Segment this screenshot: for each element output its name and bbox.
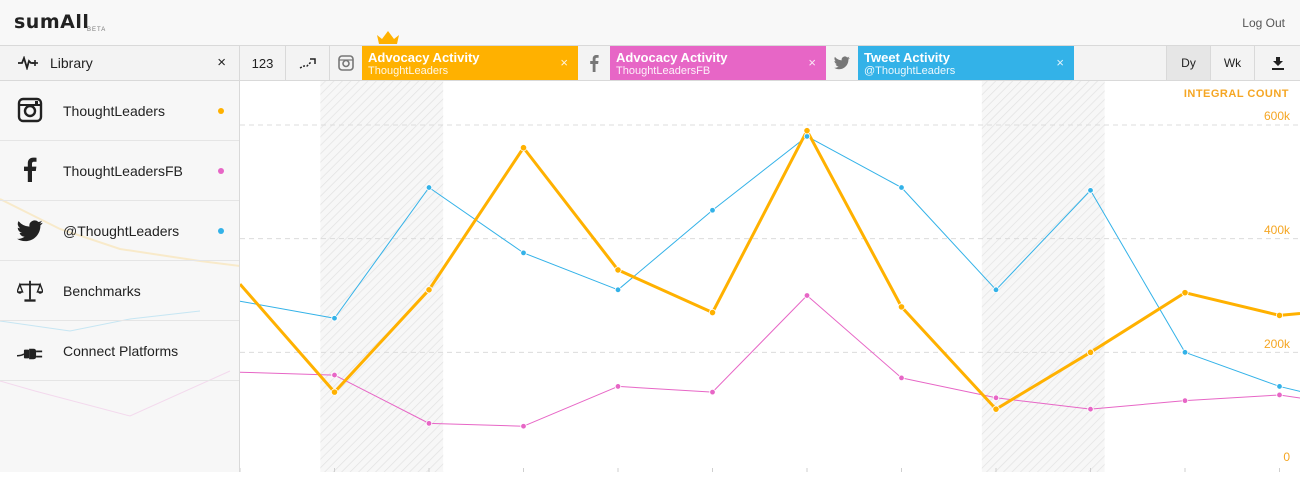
series-title: Advocacy Activity — [616, 50, 728, 65]
data-point — [331, 371, 338, 379]
data-point — [992, 286, 1000, 294]
data-point — [1276, 383, 1283, 390]
weekend-band — [981, 81, 1105, 472]
facebook-icon — [578, 46, 610, 80]
library-label: Library — [50, 55, 93, 71]
data-point — [614, 383, 622, 390]
series-title: Tweet Activity — [864, 50, 950, 65]
y-tick-label: 600k — [1263, 109, 1290, 123]
crown-icon — [377, 31, 399, 44]
series-subtitle: @ThoughtLeaders — [864, 65, 956, 77]
range-day-button[interactable]: Dy — [1166, 46, 1210, 80]
series-tab-facebook[interactable]: Advocacy Activity ThoughtLeadersFB × — [610, 46, 826, 80]
chart-toolbar: Library × 123 Advocacy Activity ThoughtL… — [0, 46, 1300, 81]
data-point — [898, 374, 905, 382]
library-sidebar: ThoughtLeaders ThoughtLeadersFB @Thought… — [0, 81, 240, 472]
data-point — [614, 266, 622, 274]
show-numbers-button[interactable]: 123 — [240, 46, 286, 80]
remove-series-icon[interactable]: × — [560, 55, 568, 70]
beta-badge: BETA — [87, 27, 107, 33]
series-color-dot — [218, 107, 224, 114]
data-point — [803, 292, 811, 299]
library-panel-header[interactable]: Library × — [0, 46, 240, 80]
data-point — [803, 127, 811, 135]
data-point — [519, 144, 528, 152]
sidebar-item-benchmarks[interactable]: Benchmarks — [0, 261, 239, 321]
data-point — [709, 207, 716, 214]
data-point — [1276, 391, 1283, 399]
facebook-icon — [24, 157, 37, 182]
remove-series-icon[interactable]: × — [808, 55, 816, 70]
sidebar-item-label: ThoughtLeaders — [63, 102, 165, 119]
range-day-label: Dy — [1181, 56, 1196, 70]
y-tick-label: 200k — [1263, 337, 1290, 351]
series-tab-instagram[interactable]: Advocacy Activity ThoughtLeaders × — [362, 46, 578, 80]
twitter-icon — [826, 46, 858, 80]
instagram-icon — [330, 46, 362, 80]
remove-series-icon[interactable]: × — [1056, 55, 1064, 70]
data-point — [425, 184, 433, 191]
y-axis-title: INTEGRAL COUNT — [1183, 88, 1289, 100]
data-point — [425, 286, 433, 294]
plug-icon — [17, 348, 43, 360]
close-library-icon[interactable]: × — [217, 54, 226, 71]
line-chart-canvas[interactable] — [238, 81, 1300, 472]
sidebar-item-label: @ThoughtLeaders — [63, 222, 180, 239]
logout-link[interactable]: Log Out — [1242, 16, 1285, 30]
data-point — [330, 388, 339, 396]
data-point — [331, 315, 338, 322]
data-point — [1181, 397, 1189, 404]
data-point — [708, 308, 717, 317]
sidebar-item-label: ThoughtLeadersFB — [63, 162, 183, 179]
pulse-icon — [18, 56, 38, 70]
data-point — [1087, 187, 1094, 194]
data-point — [425, 420, 433, 427]
sidebar-item-label: Connect Platforms — [63, 342, 179, 359]
download-button[interactable] — [1254, 46, 1300, 80]
app-header: sumAll BETA Log Out — [0, 0, 1300, 46]
trend-icon — [299, 58, 316, 69]
series-subtitle: ThoughtLeadersFB — [616, 65, 711, 77]
data-point — [1275, 311, 1284, 319]
sidebar-item-connect-platforms[interactable]: Connect Platforms — [0, 321, 239, 381]
series-color-dot — [218, 227, 224, 234]
range-week-button[interactable]: Wk — [1210, 46, 1254, 80]
data-point — [803, 133, 811, 140]
numbers-label: 123 — [251, 55, 274, 71]
data-point — [520, 249, 527, 257]
data-point — [898, 184, 905, 191]
y-tick-label: 0 — [1283, 450, 1290, 464]
data-point — [520, 423, 527, 430]
sidebar-item-thoughtleaders[interactable]: ThoughtLeaders — [0, 81, 239, 141]
instagram-icon — [17, 97, 43, 123]
data-point — [1181, 349, 1189, 356]
data-point — [614, 286, 622, 294]
data-point — [897, 303, 906, 311]
sidebar-item-label: Benchmarks — [63, 282, 141, 299]
trend-line-button[interactable] — [286, 46, 330, 80]
series-tab-twitter[interactable]: Tweet Activity @ThoughtLeaders × — [858, 46, 1074, 80]
sumall-logo[interactable]: sumAll — [14, 11, 90, 33]
download-icon — [1271, 56, 1284, 70]
weekend-band — [320, 81, 444, 472]
integral-count-chart[interactable]: INTEGRAL COUNT 600k 400k 200k 0 — [238, 81, 1300, 472]
data-point — [709, 388, 716, 396]
background-trend-decoration — [0, 198, 239, 417]
series-color-dot — [218, 167, 224, 174]
series-title: Advocacy Activity — [368, 50, 480, 65]
data-point — [1087, 405, 1094, 413]
range-week-label: Wk — [1223, 56, 1242, 70]
sidebar-item-twitter-thoughtleaders[interactable]: @ThoughtLeaders — [0, 201, 239, 261]
series-subtitle: ThoughtLeaders — [368, 65, 449, 77]
data-point — [1181, 289, 1189, 297]
data-point — [992, 405, 1000, 413]
data-point — [992, 394, 1000, 401]
data-point — [1086, 348, 1095, 356]
sidebar-item-thoughtleadersfb[interactable]: ThoughtLeadersFB — [0, 141, 239, 201]
twitter-icon — [17, 220, 43, 242]
scale-icon — [17, 280, 43, 302]
y-tick-label: 400k — [1263, 223, 1290, 237]
